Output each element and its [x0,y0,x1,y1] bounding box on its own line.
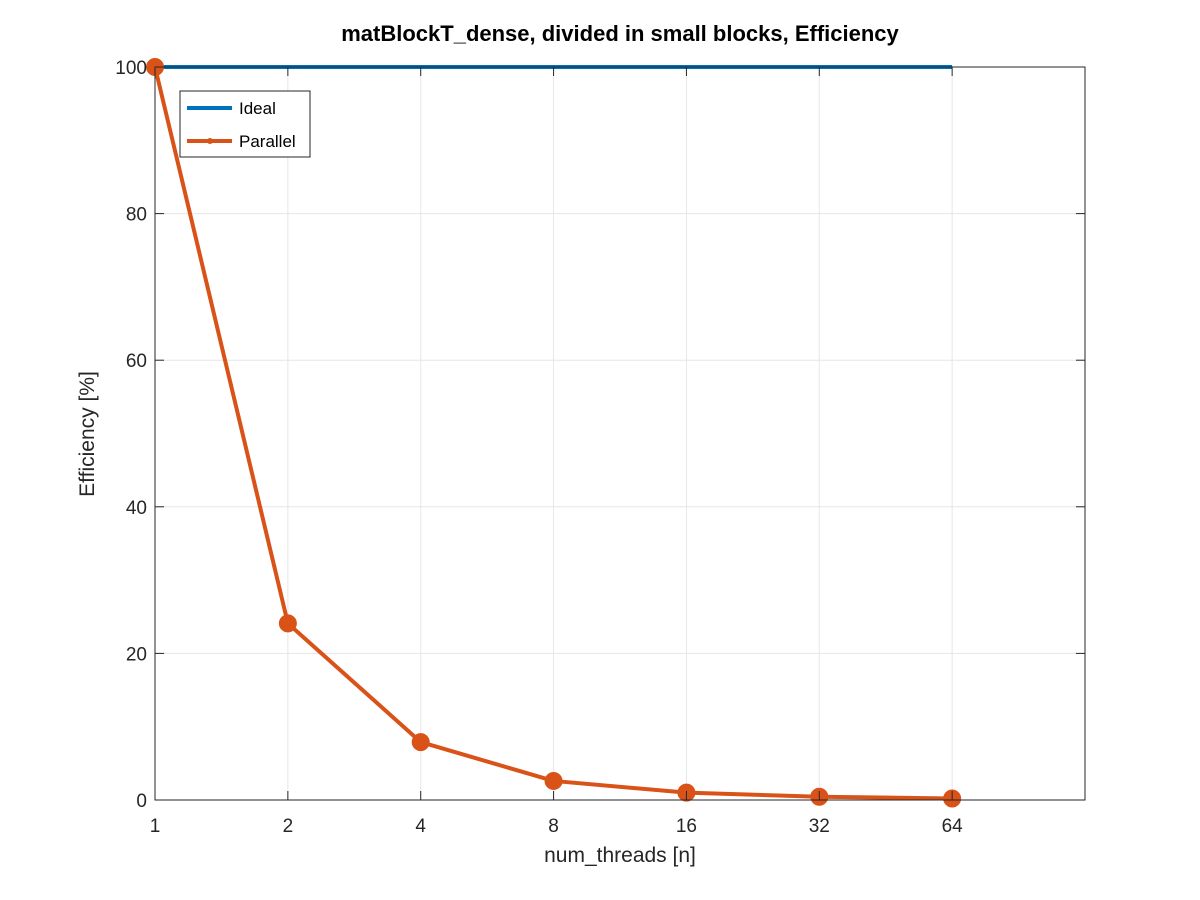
y-axis-label: Efficiency [%] [76,371,99,497]
legend-label-ideal: Ideal [239,99,276,118]
y-tick-label: 60 [126,351,147,372]
chart-title: matBlockT_dense, divided in small blocks… [341,21,899,46]
x-tick-label: 64 [942,816,964,837]
legend-marker-parallel [207,138,213,144]
x-tick-label: 8 [548,816,559,837]
x-tick-label: 1 [150,816,161,837]
x-tick-label: 16 [676,816,697,837]
y-tick-label: 40 [126,498,147,519]
x-tick-label: 32 [809,816,830,837]
x-tick-label: 2 [283,816,294,837]
data-point-parallel [544,771,563,790]
y-tick-label: 80 [126,205,147,226]
data-point-parallel [278,614,297,633]
x-axis-label: num_threads [n] [544,844,696,867]
y-tick-label: 100 [115,58,147,79]
legend-label-parallel: Parallel [239,132,296,151]
legend-box [179,90,311,158]
plot-box [154,66,1086,801]
data-point-parallel [411,733,430,752]
x-tick-label: 4 [415,816,426,837]
y-tick-label: 20 [126,644,147,665]
y-tick-label: 0 [136,791,147,812]
legend: Ideal Parallel [179,90,311,158]
